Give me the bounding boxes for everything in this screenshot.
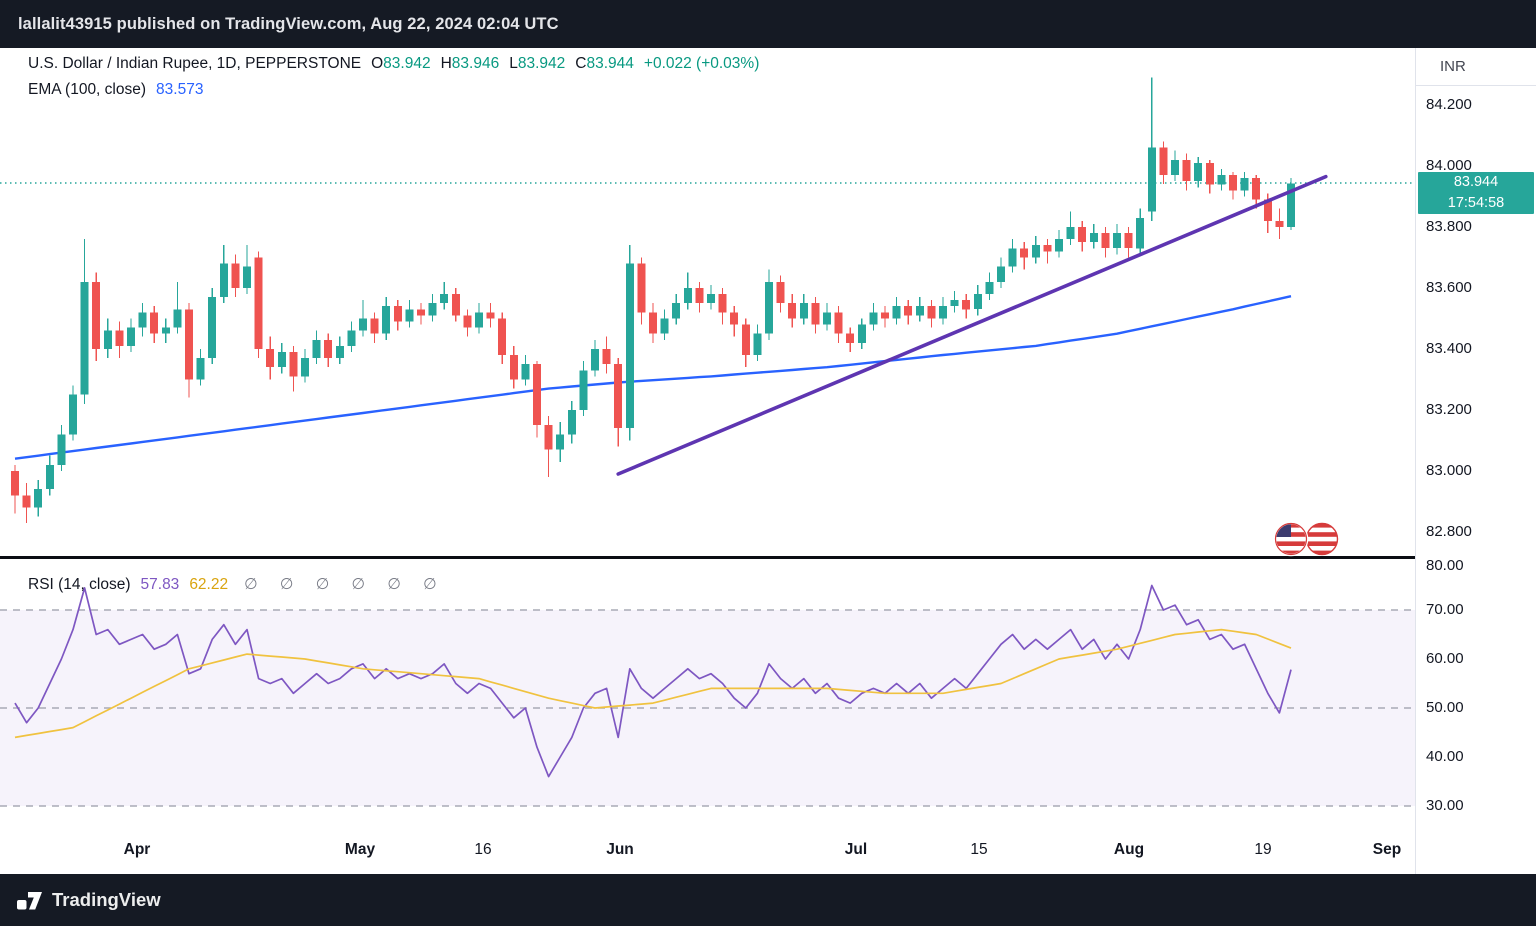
attribution-bar: lallalit43915 published on TradingView.c… bbox=[0, 0, 1536, 48]
time-axis-label: 15 bbox=[970, 841, 988, 858]
rsi-chart[interactable] bbox=[0, 559, 1415, 832]
attribution-text: lallalit43915 published on TradingView.c… bbox=[18, 14, 559, 33]
rsi-axis-label: 40.00 bbox=[1426, 748, 1464, 765]
ohlc-open: O83.942 bbox=[371, 55, 431, 72]
rsi-axis-label: 30.00 bbox=[1426, 797, 1464, 814]
symbol-title[interactable]: U.S. Dollar / Indian Rupee, 1D, PEPPERST… bbox=[28, 55, 362, 72]
time-axis-label: Sep bbox=[1372, 841, 1402, 858]
currency-label: INR bbox=[1440, 58, 1466, 75]
time-axis[interactable]: Apr May 16 Jun Jul 15 Aug 19 Sep bbox=[0, 832, 1415, 874]
time-axis-label: Apr bbox=[123, 841, 151, 858]
ohlc-high: H83.946 bbox=[440, 55, 500, 72]
time-axis-label: Jul bbox=[844, 841, 868, 858]
last-price-value: 83.944 bbox=[1453, 174, 1499, 190]
ema-label: EMA (100, close) bbox=[28, 81, 147, 98]
time-axis-label: 19 bbox=[1254, 841, 1272, 858]
rsi-value: 57.83 bbox=[140, 576, 180, 593]
rsi-axis-label: 80.00 bbox=[1426, 557, 1464, 574]
time-axis-label: May bbox=[344, 841, 376, 858]
rsi-axis-label: 60.00 bbox=[1426, 650, 1464, 667]
price-axis-label: 84.000 bbox=[1426, 157, 1472, 174]
ema-legend[interactable]: EMA (100, close) 83.573 bbox=[28, 81, 203, 99]
symbol-legend[interactable]: U.S. Dollar / Indian Rupee, 1D, PEPPERST… bbox=[28, 55, 759, 73]
price-axis-label: 83.000 bbox=[1426, 462, 1472, 479]
rsi-axis-label: 50.00 bbox=[1426, 699, 1464, 716]
rsi-axis-label: 70.00 bbox=[1426, 601, 1464, 618]
last-price-tag: 83.944 17:54:58 bbox=[1418, 172, 1534, 214]
time-axis-label: Jun bbox=[606, 841, 634, 858]
pane-resize-divider[interactable] bbox=[0, 556, 1536, 559]
price-axis-label: 84.200 bbox=[1426, 96, 1472, 113]
ohlc-low: L83.942 bbox=[509, 55, 566, 72]
ema-value: 83.573 bbox=[156, 81, 204, 98]
rsi-legend[interactable]: RSI (14, close) 57.83 62.22 ∅ ∅ ∅ ∅ ∅ ∅ bbox=[28, 575, 446, 594]
currency-button[interactable]: INR bbox=[1416, 48, 1536, 86]
price-axis-label: 83.400 bbox=[1426, 340, 1472, 357]
bar-countdown: 17:54:58 bbox=[1447, 195, 1505, 211]
instrument-pair-flags-icon bbox=[1273, 521, 1339, 557]
tradingview-logo[interactable] bbox=[16, 887, 43, 914]
rsi-ma-value: 62.22 bbox=[189, 576, 229, 593]
price-axis[interactable]: INR 83.944 17:54:58 84.200 84.000 83.800 83… bbox=[1415, 48, 1536, 874]
time-axis-label: Aug bbox=[1113, 841, 1145, 858]
ohlc-close: C83.944 bbox=[575, 55, 634, 72]
price-axis-label: 82.800 bbox=[1426, 523, 1472, 540]
price-change: +0.022 (+0.03%) bbox=[643, 55, 760, 72]
footer-bar: TradingView bbox=[0, 874, 1536, 926]
brand-name[interactable]: TradingView bbox=[52, 889, 161, 910]
price-chart[interactable] bbox=[0, 48, 1415, 557]
price-axis-label: 83.800 bbox=[1426, 218, 1472, 235]
price-axis-label: 83.200 bbox=[1426, 401, 1472, 418]
rsi-label: RSI (14, close) bbox=[28, 576, 131, 593]
price-axis-label: 83.600 bbox=[1426, 279, 1472, 296]
rsi-empty-markers: ∅ ∅ ∅ ∅ ∅ ∅ bbox=[244, 576, 446, 593]
time-axis-label: 16 bbox=[474, 841, 492, 858]
